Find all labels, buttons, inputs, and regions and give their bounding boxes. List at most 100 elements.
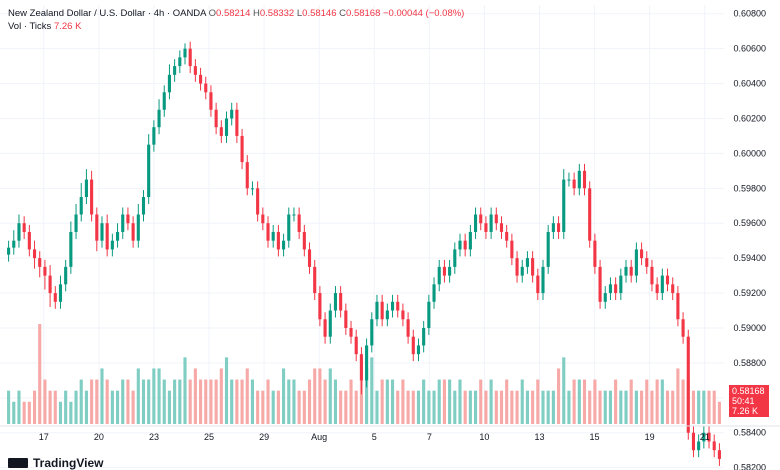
volume-bar [318,368,322,424]
candle-body [531,258,535,276]
volume-bar [32,390,37,424]
candle-body [634,249,638,276]
time-tick-label: 17 [39,432,49,442]
chart-legend: New Zealand Dollar / U.S. Dollar · 4h · … [8,7,464,33]
volume-bar [141,379,146,424]
volume-bar [531,390,535,424]
volume-bar [22,401,26,424]
volume-bars [7,324,721,424]
volume-bar [354,390,358,424]
volume-bar [7,390,11,424]
volume-bar [193,368,197,424]
candle-body [209,92,213,110]
candle-body [328,310,332,337]
volume-bar [204,379,208,424]
time-tick-label: 10 [479,432,489,442]
candle-body [691,432,696,451]
time-tick-label: 25 [204,432,214,442]
volume-bar [105,379,109,424]
candle-body [536,275,540,294]
candle-body [230,109,234,119]
price-tick-label: 0.60000 [733,148,766,158]
volume-bar [48,390,52,424]
volume-bar [489,379,493,424]
low-value: 0.58146 [302,8,337,19]
volume-bar [256,390,260,424]
volume-bar [401,379,405,424]
time-tick-label: 20 [94,432,104,442]
change-value: −0.00044 (−0.08%) [383,8,465,19]
candle-body [152,127,156,145]
candle-body [562,179,566,232]
candle-body [167,74,171,93]
candle-body [416,345,421,355]
chart-grid [0,5,724,469]
volume-bar [629,379,633,424]
candle-body [147,144,151,198]
volume-bar [422,379,426,424]
volume-bar [437,379,441,424]
candle-body [494,214,498,224]
time-tick-label: 29 [259,432,269,442]
candle-body [640,249,644,259]
volume-bar [494,390,498,424]
volume-bar [510,390,514,424]
candle-body [22,223,26,232]
volume-bar [349,379,353,424]
volume-bar [655,379,659,424]
candle-body [48,275,52,294]
candle-body [38,258,42,267]
volume-bar [499,390,504,424]
candle-body [7,247,11,255]
candle-body [240,135,244,163]
time-tick-label: 23 [149,432,159,442]
price-tick-label: 0.58800 [733,358,766,368]
volume-bar [276,390,280,424]
volume-bar [515,390,519,424]
volume-bar [333,379,338,424]
candle-body [463,240,467,250]
price-tick-label: 0.59200 [733,288,766,298]
candle-body [162,92,166,110]
candle-body [323,319,327,337]
candle-body [525,258,529,267]
volume-bar [339,390,343,424]
candle-body [276,231,280,250]
candle-body [58,284,63,302]
logo-text: TradingView [33,456,104,470]
volume-bar [567,390,571,424]
tradingview-logo[interactable]: TradingView [8,456,103,470]
volume-bar [224,357,229,424]
candle-body [608,284,613,294]
candle-body [396,301,400,311]
candle-body [266,223,270,241]
candle-body [178,57,182,67]
volume-bar [214,379,218,424]
candle-body [572,179,576,189]
volume-bar [484,390,488,424]
candle-body [598,266,602,302]
volume-bar [359,379,363,424]
volume-bar [95,379,99,424]
volume-bar [370,357,374,424]
volume-bar [115,390,120,424]
candle-body [671,284,675,294]
volume-bar [38,324,42,424]
candle-body [510,240,514,259]
volume-bar [453,390,457,424]
volume-bar [463,390,467,424]
candle-body [64,266,68,285]
volume-bar [624,390,628,424]
candle-body [681,319,685,337]
volume-bar [608,390,613,424]
candle-body [214,109,218,128]
candle-body [582,170,587,189]
open-label: O [208,8,217,19]
candle-body [17,223,21,241]
bar-countdown: 50:41 [732,396,755,406]
candle-body [546,231,550,267]
close-label: C [339,8,347,19]
candle-body [676,293,680,320]
volume-bar [385,379,389,424]
